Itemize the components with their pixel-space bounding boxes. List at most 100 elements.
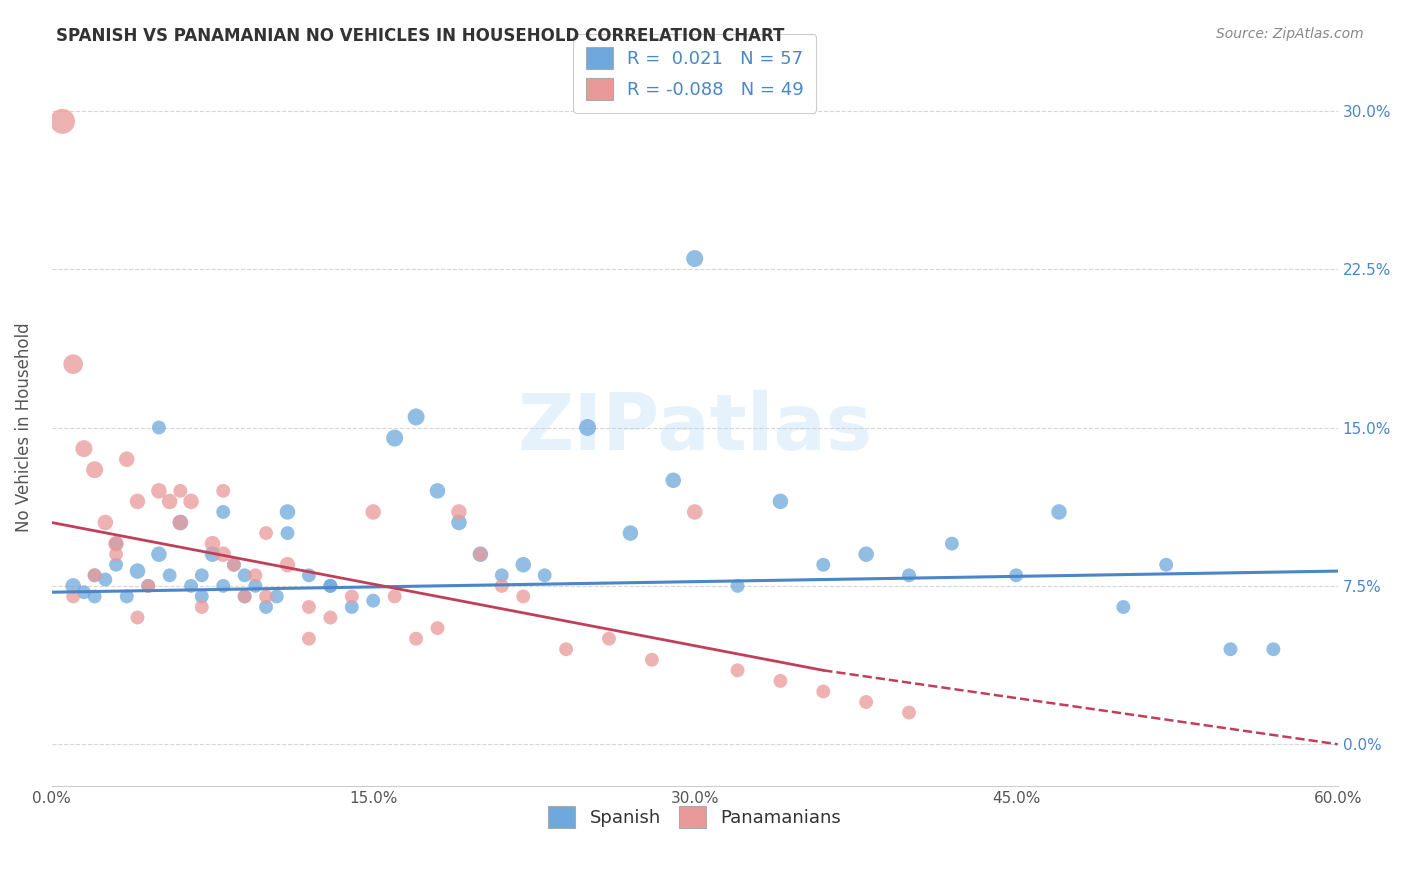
Point <box>319 579 342 593</box>
Point <box>813 684 835 698</box>
Point <box>683 505 706 519</box>
Point <box>361 593 384 607</box>
Point <box>1047 505 1070 519</box>
Point <box>83 568 105 582</box>
Point <box>233 568 256 582</box>
Point <box>298 599 321 614</box>
Point <box>576 420 599 434</box>
Point <box>533 568 555 582</box>
Point <box>769 494 792 508</box>
Point <box>180 579 202 593</box>
Point <box>855 547 877 561</box>
Point <box>405 409 427 424</box>
Point <box>212 579 235 593</box>
Y-axis label: No Vehicles in Household: No Vehicles in Household <box>15 323 32 533</box>
Point <box>254 590 277 604</box>
Point <box>426 621 449 635</box>
Point <box>127 610 149 624</box>
Point <box>266 590 288 604</box>
Point <box>201 547 224 561</box>
Point <box>136 579 159 593</box>
Point <box>598 632 620 646</box>
Point <box>222 558 245 572</box>
Point <box>298 632 321 646</box>
Point <box>105 536 128 550</box>
Point <box>233 590 256 604</box>
Point <box>662 473 685 487</box>
Point <box>62 590 84 604</box>
Point <box>769 673 792 688</box>
Point <box>683 252 706 266</box>
Point <box>115 452 138 467</box>
Point <box>245 579 267 593</box>
Point <box>212 483 235 498</box>
Point <box>105 558 128 572</box>
Point <box>1112 599 1135 614</box>
Point <box>727 664 749 678</box>
Point <box>319 579 342 593</box>
Point <box>115 590 138 604</box>
Point <box>470 547 492 561</box>
Point <box>1263 642 1285 657</box>
Point <box>136 579 159 593</box>
Point <box>222 558 245 572</box>
Point <box>512 558 534 572</box>
Point <box>361 505 384 519</box>
Point <box>191 568 214 582</box>
Point <box>105 547 128 561</box>
Point <box>491 579 513 593</box>
Point <box>340 590 363 604</box>
Point <box>73 442 96 456</box>
Point <box>105 536 128 550</box>
Point <box>813 558 835 572</box>
Point <box>384 590 406 604</box>
Point <box>73 585 96 599</box>
Point <box>276 505 298 519</box>
Point <box>94 516 117 530</box>
Point <box>254 599 277 614</box>
Point <box>898 706 921 720</box>
Point <box>319 610 342 624</box>
Point <box>512 590 534 604</box>
Point <box>169 516 191 530</box>
Point <box>470 547 492 561</box>
Point <box>276 526 298 541</box>
Point <box>1219 642 1241 657</box>
Point <box>169 483 191 498</box>
Point <box>212 547 235 561</box>
Point <box>127 564 149 578</box>
Point <box>276 558 298 572</box>
Point <box>245 568 267 582</box>
Legend: Spanish, Panamanians: Spanish, Panamanians <box>541 798 848 835</box>
Point <box>191 599 214 614</box>
Point <box>1005 568 1028 582</box>
Point <box>148 483 170 498</box>
Text: Source: ZipAtlas.com: Source: ZipAtlas.com <box>1216 27 1364 41</box>
Point <box>555 642 578 657</box>
Point <box>159 494 181 508</box>
Point <box>855 695 877 709</box>
Point <box>180 494 202 508</box>
Point <box>83 463 105 477</box>
Point <box>94 573 117 587</box>
Point <box>447 505 470 519</box>
Point <box>447 516 470 530</box>
Point <box>254 526 277 541</box>
Point <box>148 420 170 434</box>
Point <box>1154 558 1177 572</box>
Point <box>619 526 641 541</box>
Point <box>426 483 449 498</box>
Text: ZIPatlas: ZIPatlas <box>517 390 872 466</box>
Point <box>159 568 181 582</box>
Point <box>212 505 235 519</box>
Point <box>898 568 921 582</box>
Point <box>62 579 84 593</box>
Point <box>340 599 363 614</box>
Point <box>405 632 427 646</box>
Point <box>127 494 149 508</box>
Text: SPANISH VS PANAMANIAN NO VEHICLES IN HOUSEHOLD CORRELATION CHART: SPANISH VS PANAMANIAN NO VEHICLES IN HOU… <box>56 27 785 45</box>
Point <box>727 579 749 593</box>
Point <box>83 590 105 604</box>
Point <box>941 536 963 550</box>
Point <box>298 568 321 582</box>
